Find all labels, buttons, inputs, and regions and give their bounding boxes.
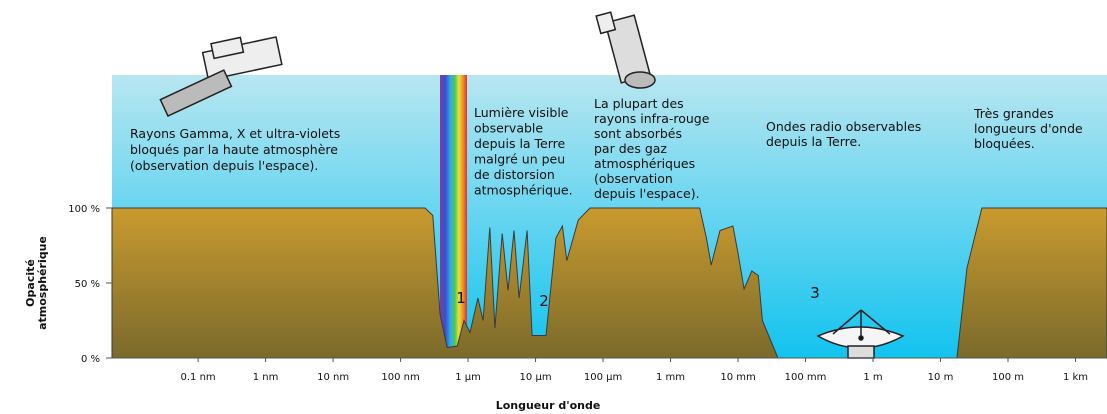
annotation: atmosphériques [594, 156, 695, 171]
x-tick-label: 1 m [863, 372, 882, 383]
annotation: Rayons Gamma, X et ultra-violets [130, 126, 340, 141]
x-tick-label: 1 µm [455, 372, 481, 383]
annotation: observable [474, 121, 543, 136]
x-tick-label: 100 µm [584, 372, 622, 383]
x-tick-label: 10 µm [520, 372, 552, 383]
x-tick-label: 10 m [928, 372, 954, 383]
annotation: Lumière visible [474, 105, 569, 120]
x-tick-label: 1 nm [253, 372, 279, 383]
region-label: 2 [539, 292, 549, 310]
annotation: malgré un peu [474, 152, 565, 167]
x-tick-label: 10 nm [317, 372, 349, 383]
annotation: depuis l'espace). [594, 186, 700, 201]
annotation: atmosphérique. [474, 183, 573, 198]
annotation: Très grandes [973, 106, 1054, 121]
annotation: (observation [594, 171, 673, 186]
x-tick-label: 0.1 nm [181, 372, 216, 383]
annotation: Ondes radio observables [766, 119, 921, 134]
x-tick-label: 100 nm [381, 372, 419, 383]
annotation: longueurs d'onde [974, 121, 1083, 136]
region-label: 1 [456, 289, 466, 307]
region-label: 3 [810, 284, 820, 302]
y-tick-label: 50 % [75, 279, 100, 290]
x-tick-label: 1 km [1063, 372, 1088, 383]
y-tick-label: 100 % [68, 204, 100, 215]
annotation: La plupart des [594, 96, 684, 111]
annotation: depuis la Terre [474, 136, 566, 151]
x-tick-label: 100 mm [785, 372, 827, 383]
visible-spectrum [440, 75, 467, 358]
annotation: par des gaz [594, 141, 667, 156]
x-axis-title: Longueur d'onde [496, 399, 601, 412]
annotation: bloquées. [974, 136, 1035, 151]
annotation: sont absorbés [594, 126, 682, 141]
annotation: (observation depuis l'espace). [130, 158, 318, 173]
annotation: depuis la Terre. [766, 134, 861, 149]
annotation: rayons infra-rouge [594, 111, 710, 126]
annotation: de distorsion [474, 167, 555, 182]
y-tick-label: 0 % [81, 354, 100, 365]
y-axis-title: atmosphérique [36, 236, 49, 330]
x-tick-label: 1 mm [656, 372, 685, 383]
chart: Longueur d'onde Opacité atmosphérique 0 … [0, 0, 1107, 414]
x-tick-label: 10 mm [720, 372, 755, 383]
annotation: bloqués par la haute atmosphère [130, 142, 338, 157]
x-tick-label: 100 m [992, 372, 1024, 383]
